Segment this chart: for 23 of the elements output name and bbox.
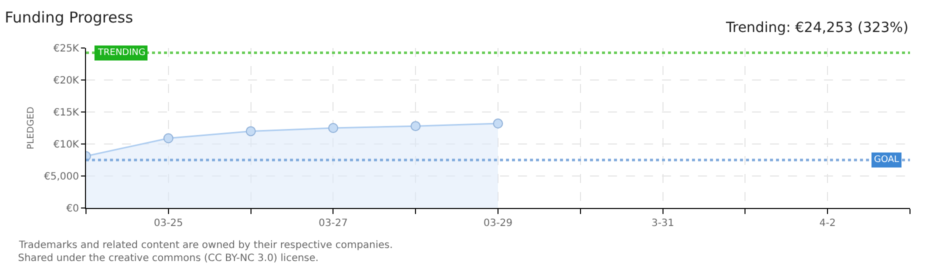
x-tick-label: 03-25 (154, 218, 183, 229)
x-tick-label: 4-2 (819, 218, 836, 229)
point (163, 133, 174, 144)
y-tick-label: €15K (53, 108, 80, 118)
point (410, 121, 421, 132)
y-tick-label: €10K (53, 140, 80, 150)
text: Trending: €24,253 (323%) (725, 20, 908, 36)
x-tick-label: 03-29 (483, 218, 513, 229)
chart-title: Funding Progress (4, 8, 134, 27)
point (328, 123, 338, 133)
text: Shared under the creative commons (CC BY-NC 3.0) license. (18, 253, 319, 264)
point (493, 118, 503, 129)
y-axis-title: PLEDGED (26, 106, 36, 150)
y-tick-label: €20K (53, 76, 80, 86)
point (246, 126, 256, 136)
text: Trademarks and related content are owned by their respective companies. (18, 240, 393, 251)
ref-line-label: TRENDING (97, 48, 146, 58)
x-tick-label: 3-31 (651, 218, 674, 229)
x-tick-label: 03-27 (318, 218, 348, 229)
y-tick-label: €5,000 (44, 172, 79, 182)
ref-line-label: GOAL (874, 155, 900, 165)
y-tick-label: €0 (66, 204, 79, 214)
y-tick-label: €25K (53, 44, 80, 54)
